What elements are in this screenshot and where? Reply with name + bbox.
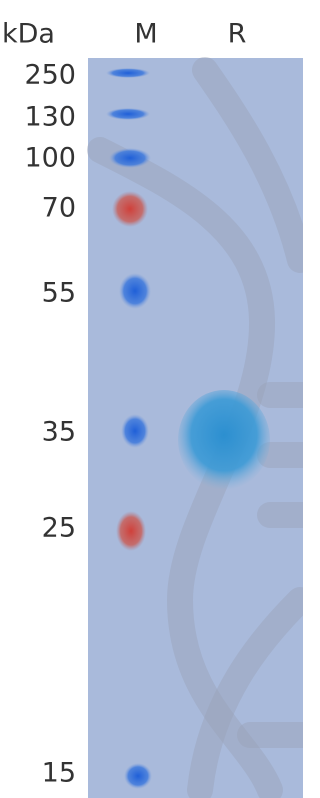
lane-label: R bbox=[228, 19, 247, 50]
band bbox=[124, 763, 152, 789]
marker-label: 130 bbox=[24, 102, 76, 133]
page: kDa M R 250 130 100 70 55 35 25 15 (() =… bbox=[0, 0, 320, 798]
unit-label: kDa bbox=[2, 19, 55, 50]
marker-label: 55 bbox=[42, 278, 76, 309]
marker-label: 250 bbox=[24, 60, 76, 91]
marker-label: 35 bbox=[42, 417, 76, 448]
lane-label: M bbox=[134, 19, 157, 50]
marker-label: 25 bbox=[42, 513, 76, 544]
marker-label: 15 bbox=[42, 758, 76, 789]
gel-figure: kDa M R 250 130 100 70 55 35 25 15 bbox=[0, 0, 303, 798]
band bbox=[109, 148, 151, 168]
marker-label: 100 bbox=[24, 143, 76, 174]
marker-label: 70 bbox=[42, 193, 76, 224]
band bbox=[119, 273, 151, 309]
band bbox=[106, 68, 150, 78]
band bbox=[106, 108, 150, 120]
band bbox=[112, 191, 148, 227]
band bbox=[116, 511, 146, 551]
protein-band bbox=[178, 390, 270, 490]
band bbox=[121, 414, 149, 448]
